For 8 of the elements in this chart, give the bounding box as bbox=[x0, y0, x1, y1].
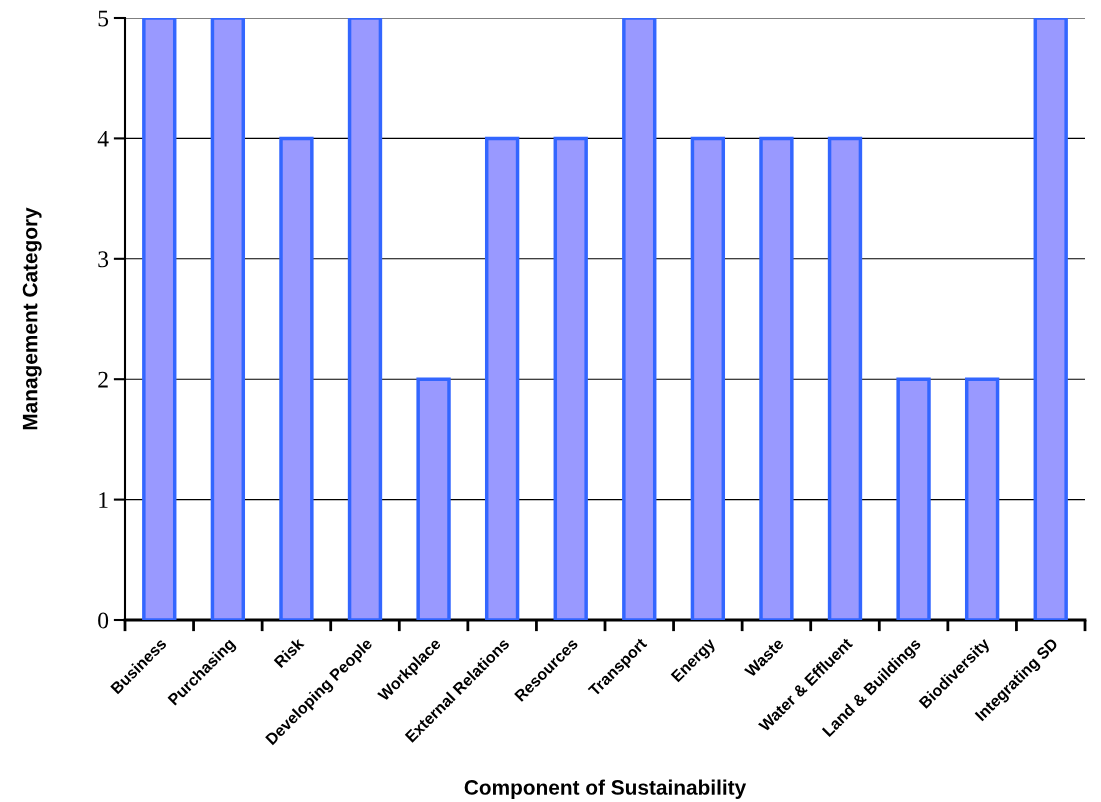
x-axis-title: Component of Sustainability bbox=[464, 779, 747, 799]
y-tick-label: 4 bbox=[97, 131, 109, 147]
y-tick-label: 1 bbox=[99, 492, 108, 508]
y-tick-label: 3 bbox=[98, 251, 109, 268]
y-tick-label: 0 bbox=[98, 612, 109, 629]
y-tick-label: 5 bbox=[98, 10, 109, 27]
y-axis-title: Management Category bbox=[22, 207, 42, 430]
y-tick-label: 2 bbox=[98, 371, 108, 388]
